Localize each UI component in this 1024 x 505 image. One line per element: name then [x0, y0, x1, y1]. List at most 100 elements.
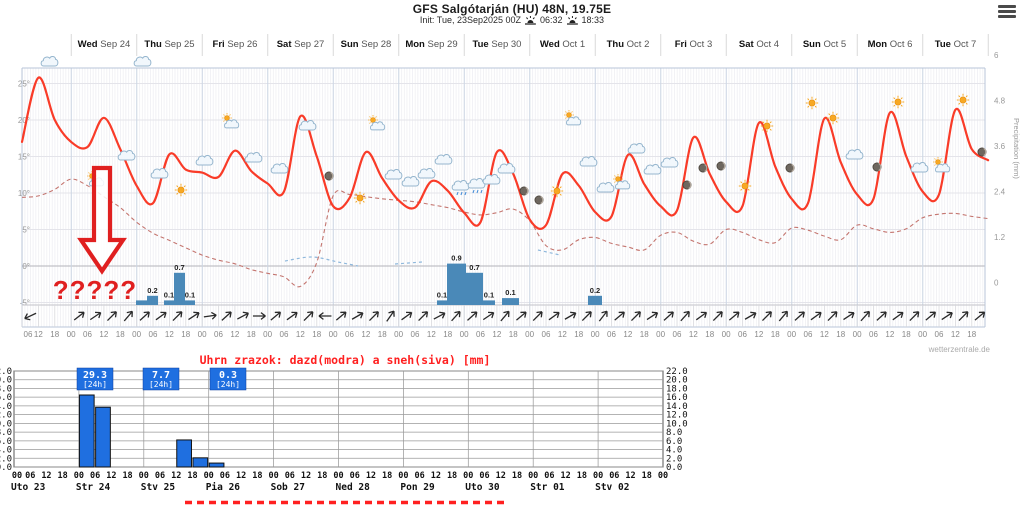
ytick-left-clipped: 6.0: [0, 437, 12, 447]
ytick-right: 14.0: [666, 402, 688, 412]
svg-text:Stv 02: Stv 02: [595, 482, 629, 493]
svg-text:12: 12: [230, 330, 239, 339]
sunrise-icon: [525, 15, 537, 25]
svg-text:12: 12: [106, 471, 116, 481]
ytick-left-clipped: 12.0: [0, 411, 12, 421]
svg-text:06: 06: [804, 330, 813, 339]
moon-icon: [324, 171, 334, 181]
ytick-right: 6.0: [666, 437, 682, 447]
svg-text:0.2: 0.2: [590, 286, 600, 295]
svg-text:06: 06: [479, 471, 489, 481]
svg-text:18: 18: [252, 471, 262, 481]
moon-icon: [534, 195, 544, 205]
sun-icon: [174, 183, 188, 197]
svg-text:7.7: 7.7: [152, 370, 170, 381]
precip-gridlines: 0.00.02.02.04.04.06.06.08.08.010.010.012…: [0, 367, 688, 473]
svg-text:Fri Oct 3: Fri Oct 3: [675, 39, 712, 50]
svg-text:00: 00: [67, 330, 76, 339]
sun-icon: [550, 184, 564, 198]
svg-text:00: 00: [329, 330, 338, 339]
svg-text:18: 18: [116, 330, 125, 339]
svg-text:18: 18: [574, 330, 583, 339]
svg-text:00: 00: [722, 330, 731, 339]
svg-text:12: 12: [820, 330, 829, 339]
sun-icon: [738, 179, 752, 193]
svg-text:12: 12: [427, 330, 436, 339]
svg-text:Uto 30: Uto 30: [465, 482, 500, 493]
init-label: Init: Tue, 23Sep2025 00Z: [419, 15, 522, 25]
sunset-icon: [566, 15, 578, 25]
svg-text:06: 06: [542, 330, 551, 339]
svg-text:2.4: 2.4: [994, 188, 1006, 197]
svg-text:12: 12: [296, 330, 305, 339]
svg-text:12: 12: [34, 330, 43, 339]
svg-text:00: 00: [198, 330, 207, 339]
ytick-right: 22.0: [666, 367, 688, 377]
svg-text:06: 06: [214, 330, 223, 339]
svg-text:Mon Sep 29: Mon Sep 29: [405, 39, 457, 50]
svg-text:12: 12: [625, 471, 635, 481]
svg-text:25°: 25°: [18, 80, 30, 89]
svg-text:18: 18: [187, 471, 197, 481]
svg-text:Sat Sep 27: Sat Sep 27: [277, 39, 325, 50]
annotation-question-marks: ?????: [53, 275, 137, 305]
svg-text:12: 12: [361, 330, 370, 339]
svg-text:00: 00: [12, 471, 22, 481]
sun-icon: [760, 119, 774, 133]
ytick-left-clipped: 22.0: [0, 367, 12, 377]
svg-text:06: 06: [544, 471, 554, 481]
chart-subtitle: Init: Tue, 23Sep2025 00Z 06:32 18:33: [420, 15, 604, 25]
svg-text:06: 06: [609, 471, 619, 481]
svg-text:18: 18: [317, 471, 327, 481]
sunset-time: 18:33: [581, 15, 605, 25]
svg-text:Uto 23: Uto 23: [11, 482, 46, 493]
precip-chart-title: Uhrn zrazok: dazd(modra) a sneh(siva) [m…: [200, 353, 491, 367]
svg-text:0.7: 0.7: [174, 263, 184, 272]
svg-text:06: 06: [25, 471, 35, 481]
precip-bars-daily: [78, 394, 225, 468]
svg-text:18: 18: [447, 471, 457, 481]
svg-text:00: 00: [918, 330, 927, 339]
svg-text:06: 06: [738, 330, 747, 339]
svg-text:12: 12: [496, 471, 506, 481]
day-columns: Wed Sep 24 Thu Sep 25 Fri Sep 26 Sat Sep 27…: [70, 34, 989, 327]
svg-text:3.6: 3.6: [994, 142, 1006, 151]
ytick-right: 20.0: [666, 376, 688, 386]
moon-icon: [785, 163, 795, 173]
svg-text:00: 00: [460, 330, 469, 339]
svg-text:00: 00: [463, 471, 473, 481]
hamburger-icon[interactable]: [998, 5, 1016, 19]
svg-text:18: 18: [378, 330, 387, 339]
annotation-arrow: ?????: [53, 165, 137, 305]
svg-text:18: 18: [312, 330, 321, 339]
svg-text:06: 06: [24, 330, 33, 339]
svg-text:06: 06: [476, 330, 485, 339]
precip-chart: Uhrn zrazok: dazd(modra) a sneh(siva) [m…: [0, 353, 688, 505]
svg-text:12: 12: [165, 330, 174, 339]
svg-text:12: 12: [561, 471, 571, 481]
svg-text:06: 06: [869, 330, 878, 339]
svg-text:06: 06: [350, 471, 360, 481]
plot-background: [22, 68, 985, 327]
ytick-left-clipped: 14.0: [0, 402, 12, 412]
svg-text:00: 00: [787, 330, 796, 339]
svg-text:00: 00: [139, 471, 149, 481]
svg-text:Tue Sep 30: Tue Sep 30: [473, 39, 522, 50]
svg-text:12: 12: [689, 330, 698, 339]
svg-text:0.2: 0.2: [147, 286, 157, 295]
ytick-right: 2.0: [666, 454, 682, 464]
svg-text:18: 18: [577, 471, 587, 481]
svg-text:12: 12: [492, 330, 501, 339]
svg-text:18: 18: [902, 330, 911, 339]
svg-text:00: 00: [525, 330, 534, 339]
moon-icon: [716, 161, 726, 171]
svg-text:06: 06: [90, 471, 100, 481]
svg-text:00: 00: [398, 471, 408, 481]
svg-text:18: 18: [122, 471, 132, 481]
svg-text:Stv 25: Stv 25: [141, 482, 176, 493]
svg-text:-5°: -5°: [20, 299, 30, 308]
svg-text:4.8: 4.8: [994, 97, 1006, 106]
svg-text:Wed Oct 1: Wed Oct 1: [540, 39, 585, 50]
ytick-left-clipped: 16.0: [0, 393, 12, 403]
svg-text:06: 06: [155, 471, 165, 481]
